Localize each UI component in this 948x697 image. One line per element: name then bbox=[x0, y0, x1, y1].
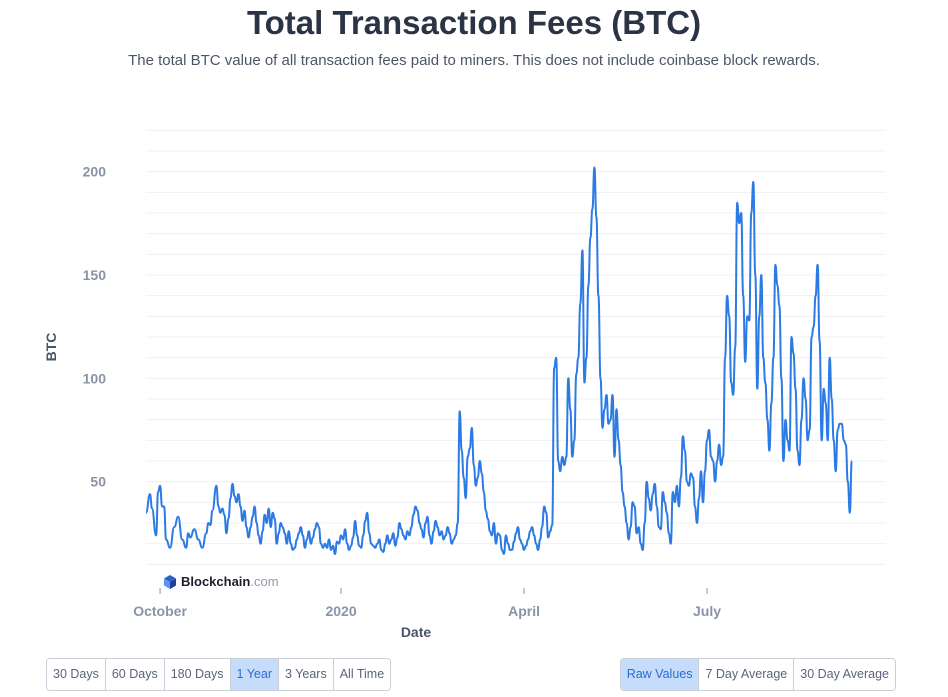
y-tick-label: 100 bbox=[83, 370, 107, 386]
blockchain-logo: Blockchain .com bbox=[163, 574, 279, 589]
range-60-days-button[interactable]: 60 Days bbox=[105, 659, 165, 690]
range-3-years-button[interactable]: 3 Years bbox=[279, 659, 334, 690]
logo-suffix: .com bbox=[250, 574, 279, 589]
mode-button-group: Raw Values 7 Day Average 30 Day Average bbox=[619, 658, 896, 691]
range-180-days-button[interactable]: 180 Days bbox=[164, 659, 231, 690]
y-tick-label: 50 bbox=[90, 474, 106, 490]
range-1-year-button[interactable]: 1 Year bbox=[230, 659, 279, 690]
x-tick-label: July bbox=[693, 603, 721, 619]
page-subtitle: The total BTC value of all transaction f… bbox=[128, 52, 820, 69]
x-tick-label: 2020 bbox=[325, 603, 356, 619]
logo-name: Blockchain bbox=[181, 574, 251, 589]
y-tick-label: 200 bbox=[83, 164, 107, 180]
y-axis-label: BTC bbox=[43, 333, 59, 362]
x-axis-label: Date bbox=[401, 624, 432, 640]
page-title: Total Transaction Fees (BTC) bbox=[246, 4, 702, 41]
series-line bbox=[145, 166, 853, 555]
x-tick-label: October bbox=[133, 603, 187, 619]
blockchain-cube-icon bbox=[164, 574, 176, 589]
range-all-time-button[interactable]: All Time bbox=[333, 659, 391, 690]
mode-30-day-average-button[interactable]: 30 Day Average bbox=[794, 659, 895, 690]
y-tick-label: 150 bbox=[83, 267, 107, 283]
range-30-days-button[interactable]: 30 Days bbox=[47, 659, 106, 690]
mode-7-day-average-button[interactable]: 7 Day Average bbox=[699, 659, 795, 690]
range-button-group: 30 Days 60 Days 180 Days 1 Year 3 Years … bbox=[46, 658, 392, 691]
mode-raw-values-button[interactable]: Raw Values bbox=[620, 659, 700, 690]
x-tick-label: April bbox=[508, 603, 540, 619]
